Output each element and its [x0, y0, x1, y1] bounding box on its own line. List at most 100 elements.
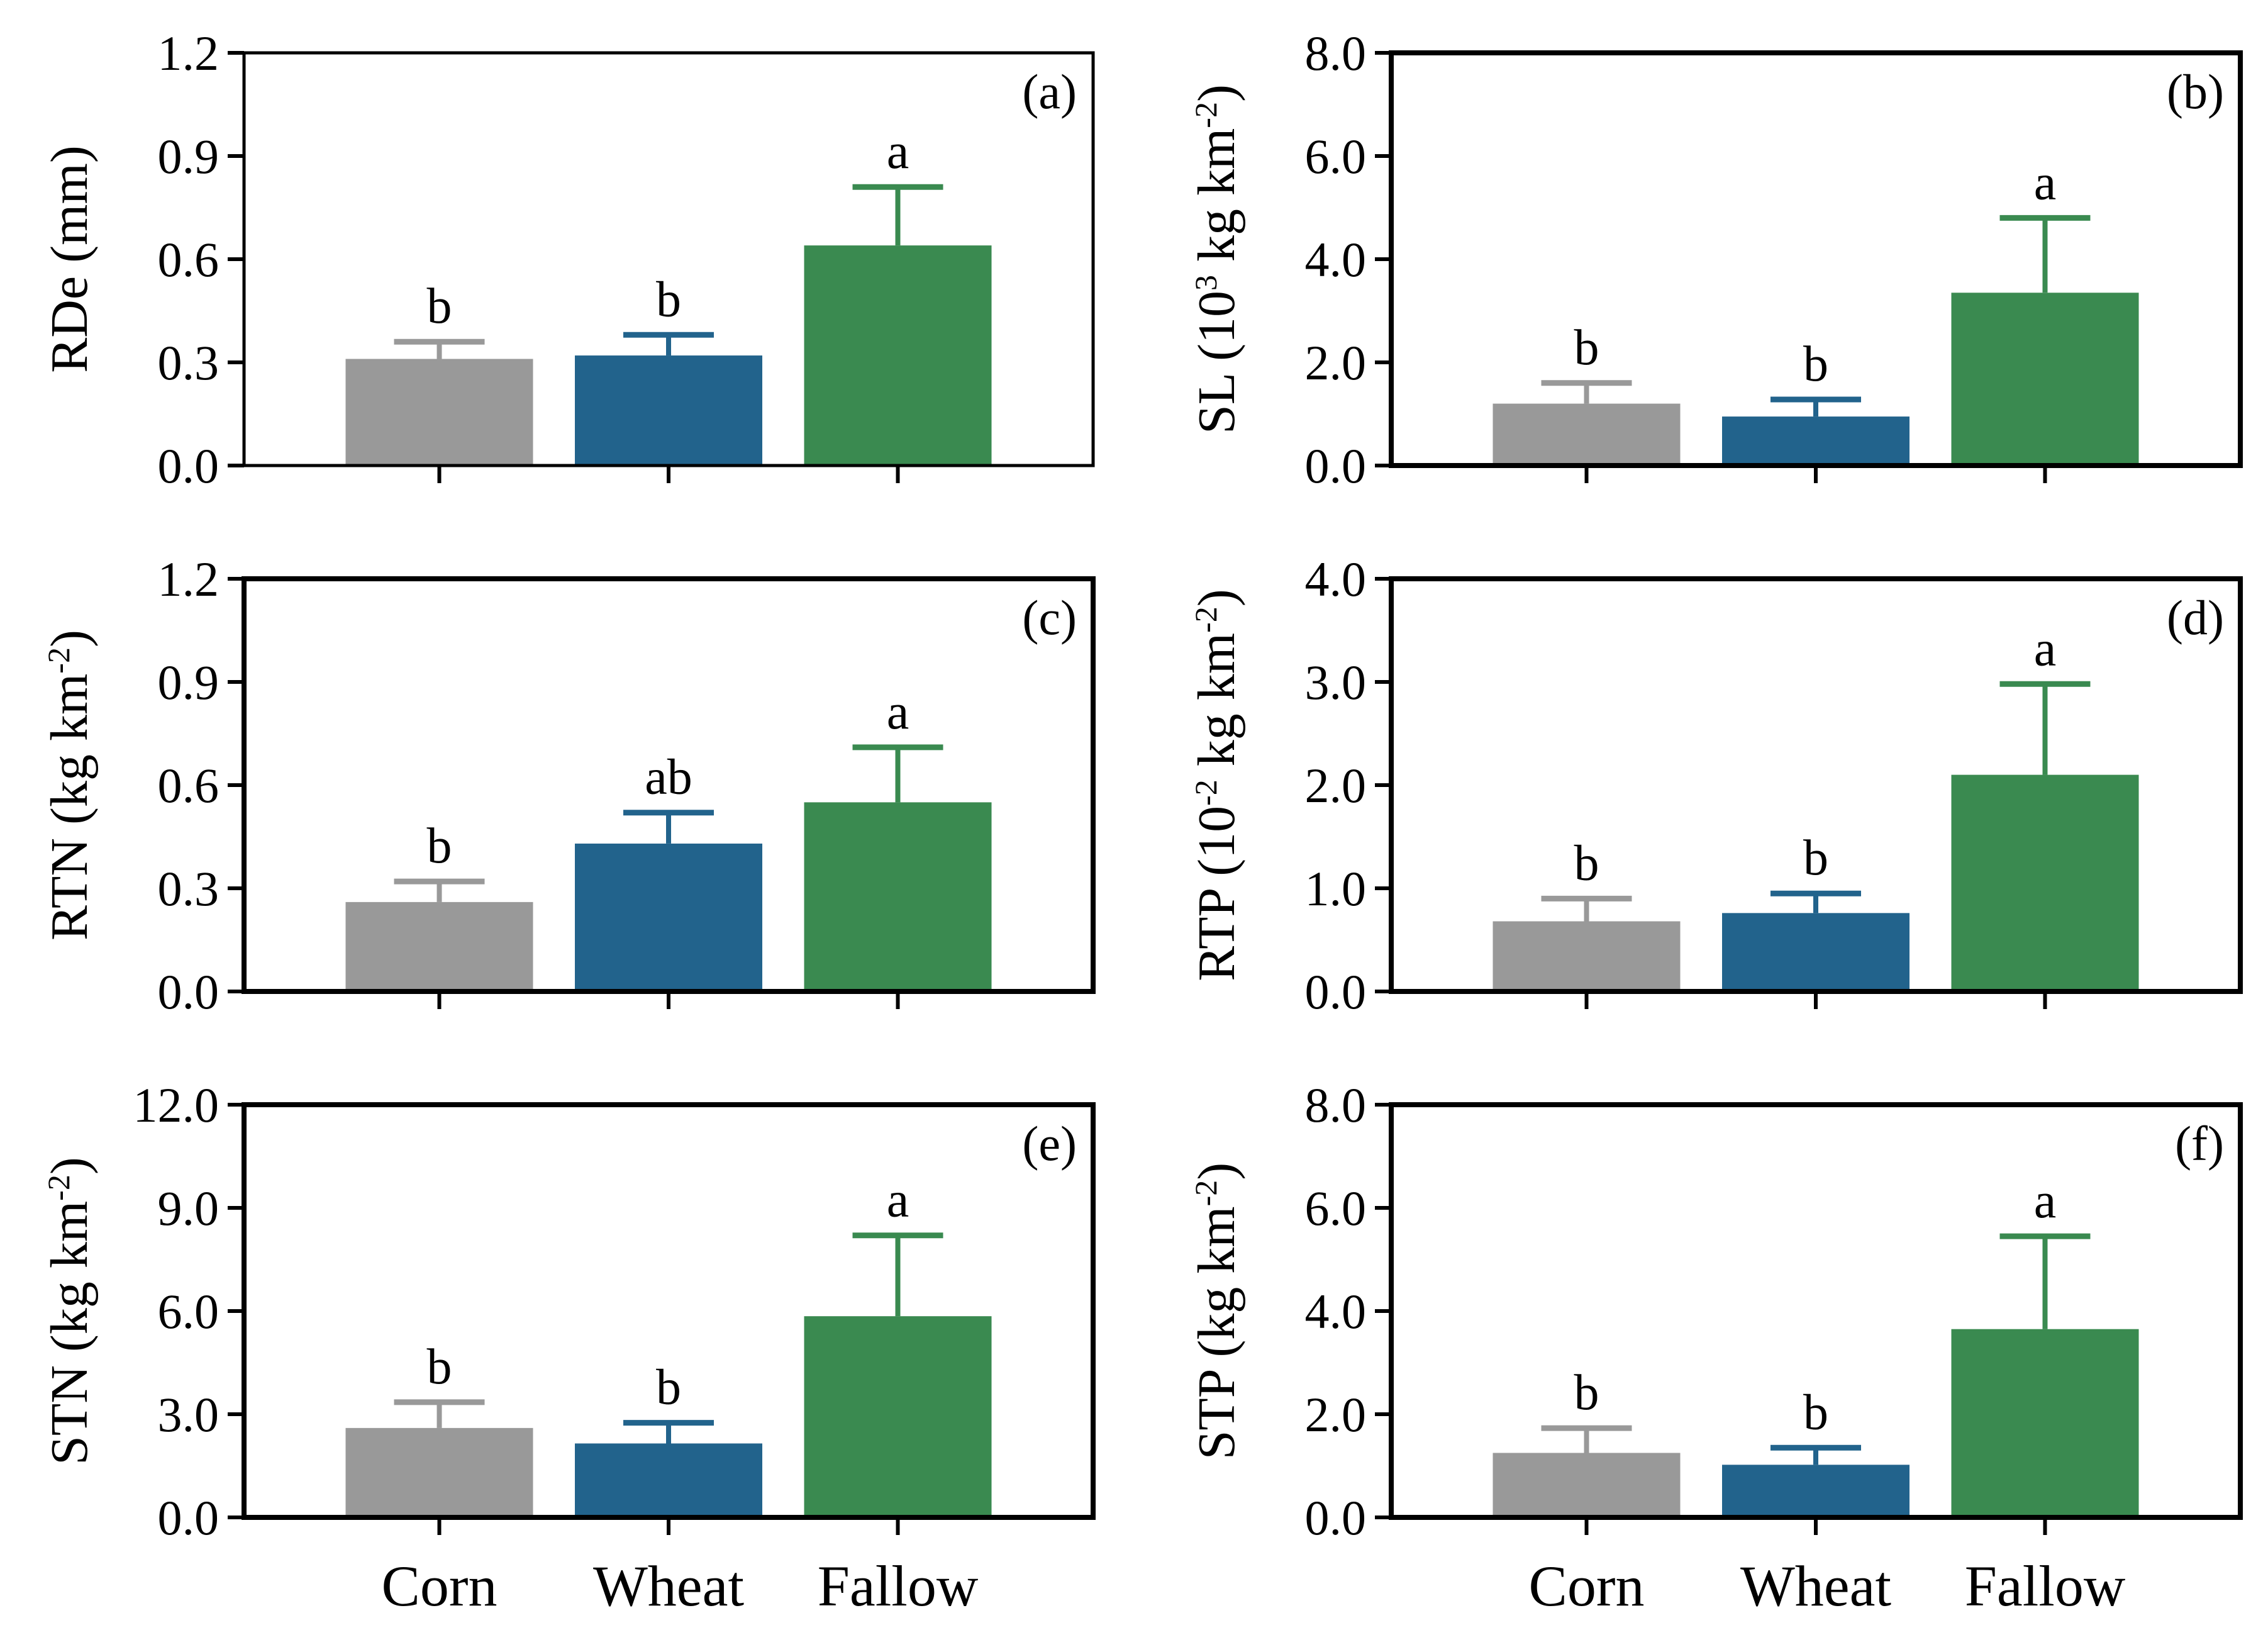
- panel-a: b b a 0.0 0.3 0.6 0.9 1.2 (a) RDe (mm): [40, 26, 1095, 493]
- y-axis-label: STN (kg km-2): [40, 1157, 99, 1465]
- panel-label: (d): [2167, 590, 2224, 645]
- y-label-text: ): [40, 1157, 99, 1175]
- y-axis-label: SL (103 kg km-2): [1187, 84, 1246, 434]
- bar-wheat: [575, 843, 762, 991]
- panel-label: (f): [2175, 1116, 2224, 1171]
- y-tick-label: 0.0: [158, 438, 220, 493]
- y-axis-label: RDe (mm): [40, 145, 99, 373]
- significance-letter: a: [2034, 155, 2057, 210]
- y-tick-label: 0.3: [158, 335, 220, 390]
- x-category-label: Corn: [1529, 1554, 1645, 1618]
- y-label-text: ): [1187, 84, 1246, 102]
- y-tick-label: 2.0: [1305, 1387, 1367, 1442]
- y-label-text: ): [40, 630, 99, 647]
- y-label-superscript: -2: [41, 1175, 76, 1201]
- bar-corn: [1493, 1453, 1681, 1517]
- panel-label: (b): [2167, 64, 2224, 119]
- significance-letter: b: [1803, 337, 1828, 392]
- x-category-label: Fallow: [818, 1554, 979, 1618]
- bar-corn: [345, 902, 533, 991]
- y-axis-label: STP (kg km-2): [1187, 1163, 1246, 1460]
- significance-letter: b: [656, 272, 681, 327]
- x-category-label: Corn: [382, 1554, 498, 1618]
- y-label-superscript: -2: [41, 647, 76, 674]
- panel-f: b b a 0.0 2.0 4.0 6.0 8.0 (f) STP (kg km-2) Corn Wh…: [1187, 1078, 2243, 1618]
- y-label-superscript: -2: [1188, 102, 1223, 128]
- panel-label: (e): [1022, 1116, 1077, 1171]
- y-tick-label: 0.6: [158, 758, 220, 813]
- y-tick-label: 8.0: [1305, 1078, 1367, 1132]
- significance-letter: b: [1803, 830, 1828, 886]
- y-label-text: kg km: [1187, 128, 1246, 275]
- bar-corn: [1493, 403, 1681, 466]
- y-axis-label: RTP (10-2 kg km-2): [1187, 589, 1246, 981]
- bar-fallow: [1951, 293, 2139, 466]
- y-tick-label: 1.2: [158, 552, 220, 606]
- y-tick-label: 0.9: [158, 655, 220, 710]
- significance-letter: b: [1803, 1385, 1828, 1440]
- significance-letter: b: [427, 279, 452, 334]
- y-label-text: kg km: [1187, 633, 1246, 779]
- y-tick-label: 4.0: [1305, 1284, 1367, 1339]
- y-label-text: ): [1187, 589, 1246, 606]
- y-tick-label: 0.0: [158, 1490, 220, 1545]
- y-tick-label: 0.6: [158, 232, 220, 287]
- y-tick-label: 4.0: [1305, 552, 1367, 606]
- y-tick-label: 6.0: [158, 1284, 220, 1339]
- y-tick-label: 3.0: [158, 1387, 220, 1442]
- y-label-text: RDe (mm): [40, 145, 99, 373]
- significance-letter: b: [1574, 320, 1599, 376]
- bar-wheat: [1722, 416, 1909, 466]
- y-tick-label: 0.9: [158, 129, 220, 184]
- significance-letter: b: [1574, 1365, 1599, 1421]
- y-tick-label: 12.0: [133, 1078, 220, 1132]
- y-tick-label: 1.0: [1305, 861, 1367, 916]
- y-tick-label: 2.0: [1305, 758, 1367, 813]
- y-label-text: SL (10: [1187, 291, 1246, 434]
- bar-fallow: [804, 802, 992, 991]
- y-label-superscript: -2: [1188, 606, 1223, 633]
- y-label-superscript: -2: [1188, 1180, 1223, 1207]
- significance-letter: a: [887, 1173, 909, 1228]
- y-label-text: RTP (10: [1187, 806, 1246, 981]
- significance-letter: b: [656, 1360, 681, 1415]
- y-label-text: RTN (kg km: [40, 674, 99, 941]
- y-tick-label: 0.0: [158, 964, 220, 1019]
- y-tick-label: 8.0: [1305, 26, 1367, 81]
- y-label-text: STP (kg km: [1187, 1206, 1246, 1460]
- bar-wheat: [1722, 1465, 1909, 1517]
- y-label-text: STN (kg km: [40, 1201, 99, 1465]
- y-tick-label: 4.0: [1305, 232, 1367, 287]
- panel-d: b ba0.01.02.03.04.0(d)RTP (10-2 kg km-2): [1187, 552, 2243, 1019]
- y-tick-label: 1.2: [158, 26, 220, 81]
- y-tick-label: 6.0: [1305, 129, 1367, 184]
- bar-wheat: [575, 355, 762, 466]
- bar-fallow: [1951, 774, 2139, 991]
- bar-fallow: [804, 245, 992, 466]
- panel-label: (c): [1022, 590, 1077, 645]
- bar-corn: [345, 359, 533, 466]
- bar-corn: [345, 1427, 533, 1517]
- significance-letter: a: [2034, 1173, 2057, 1229]
- panel-c: b ab a 0.0 0.3 0.6 0.9 1.2 (c) RTN (kg km-2): [40, 552, 1096, 1019]
- y-label-superscript: -2: [1188, 779, 1223, 806]
- y-tick-label: 0.0: [1305, 964, 1367, 1019]
- y-tick-label: 0.0: [1305, 438, 1367, 493]
- y-tick-label: 0.3: [158, 861, 220, 916]
- significance-letter: a: [887, 124, 909, 179]
- y-tick-label: 3.0: [1305, 655, 1367, 710]
- bar-fallow: [804, 1316, 992, 1517]
- panel-b: b b a 0.0 2.0 4.0 6.0 8.0 (b) SL (103 kg km-2): [1187, 26, 2243, 493]
- x-category-label: Fallow: [1965, 1554, 2126, 1618]
- y-tick-label: 6.0: [1305, 1181, 1367, 1236]
- panel-label: (a): [1022, 64, 1077, 119]
- significance-letter: a: [2034, 621, 2057, 676]
- y-tick-label: 2.0: [1305, 335, 1367, 390]
- y-label-superscript: 3: [1188, 275, 1223, 291]
- bar-wheat: [575, 1443, 762, 1517]
- x-category-label: Wheat: [593, 1554, 745, 1618]
- significance-letter: b: [427, 1339, 452, 1395]
- panel-e: b b a 0.0 3.0 6.0 9.0 12.0 (e) STN (kg km-2) Corn W…: [40, 1078, 1096, 1618]
- significance-letter: b: [427, 818, 452, 874]
